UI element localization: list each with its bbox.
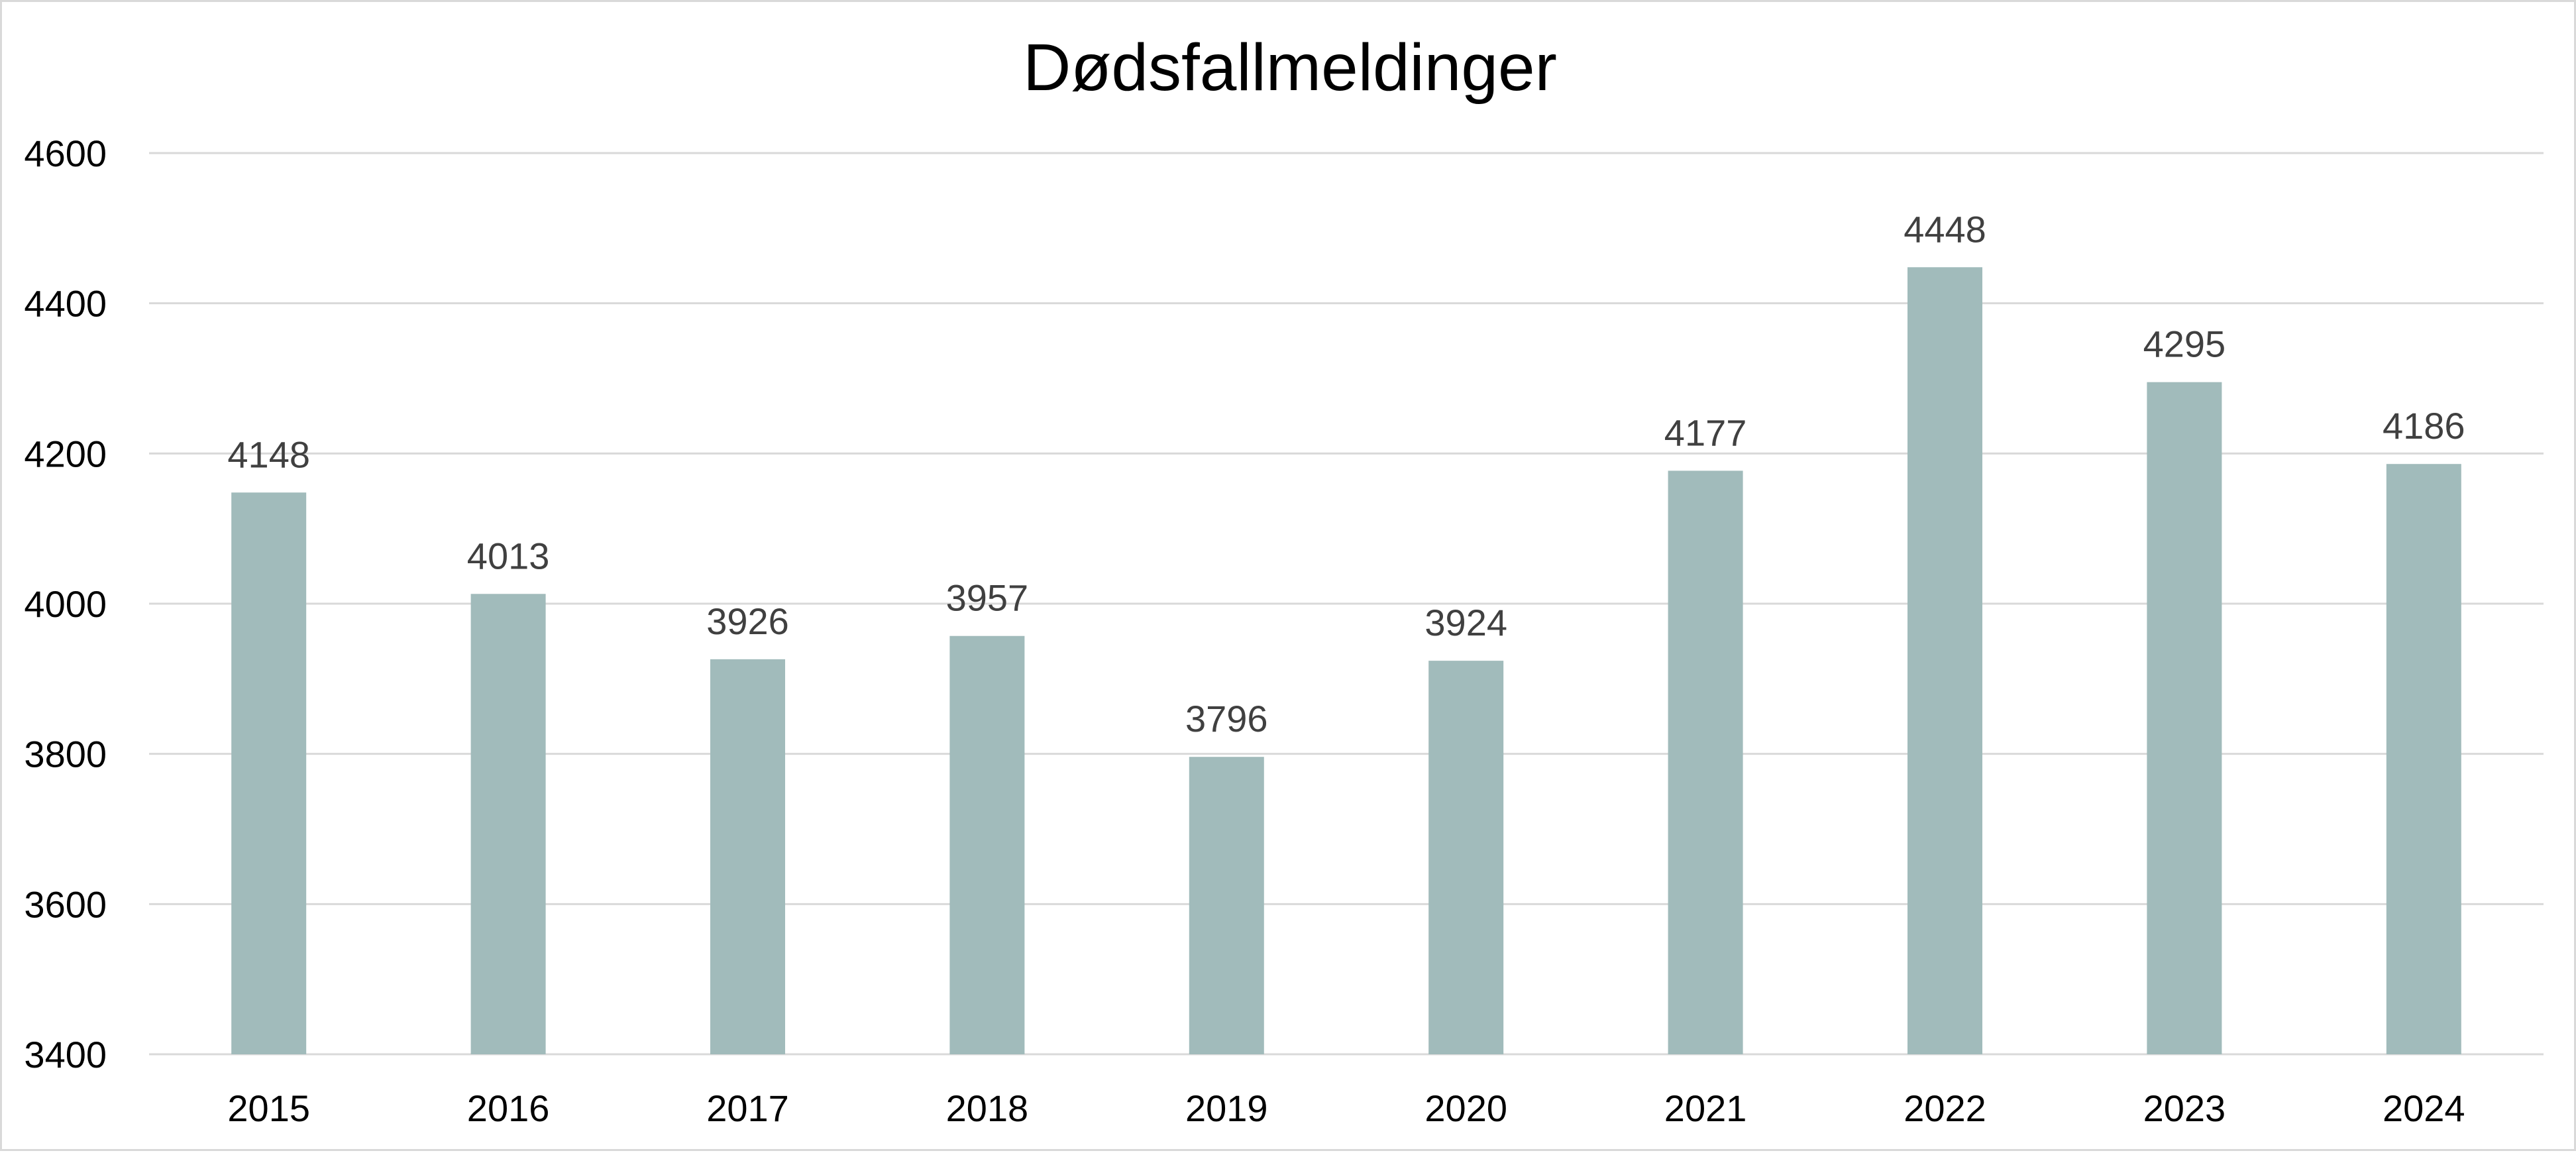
- y-tick-label: 3800: [24, 734, 107, 775]
- bar: [2147, 382, 2222, 1054]
- x-tick-label: 2018: [946, 1087, 1029, 1129]
- x-tick-label: 2015: [227, 1087, 310, 1129]
- x-tick-label: 2022: [1904, 1087, 1986, 1129]
- data-label: 4295: [2143, 323, 2226, 365]
- gridlines: [149, 152, 2544, 1056]
- bars: [231, 267, 2461, 1055]
- data-label: 4148: [227, 433, 310, 475]
- bar: [1907, 267, 1982, 1055]
- x-tick-label: 2020: [1424, 1087, 1507, 1129]
- bar: [2386, 464, 2461, 1054]
- x-tick-label: 2024: [2383, 1087, 2465, 1129]
- data-label: 4177: [1664, 412, 1747, 453]
- bar: [1668, 470, 1743, 1054]
- y-tick-label: 4200: [24, 433, 107, 474]
- data-label: 3926: [706, 600, 789, 642]
- y-axis-tick-labels: 3400 3600 3800 4000 4200 4400 4600: [24, 133, 107, 1075]
- data-label: 3957: [946, 577, 1029, 619]
- chart-title: Dødsfallmeldinger: [1023, 30, 1557, 105]
- x-tick-label: 2021: [1664, 1087, 1747, 1129]
- y-tick-label: 4600: [24, 133, 107, 174]
- data-label: 4448: [1904, 208, 1986, 250]
- y-tick-label: 4000: [24, 583, 107, 625]
- x-axis-tick-labels: 2015 2016 2017 2018 2019 2020 2021 2022 2023 2024: [227, 1087, 2465, 1129]
- bar: [710, 659, 785, 1054]
- data-label: 3796: [1185, 698, 1268, 740]
- bar: [1189, 757, 1264, 1054]
- x-tick-label: 2017: [706, 1087, 789, 1129]
- x-tick-label: 2023: [2143, 1087, 2226, 1129]
- x-tick-label: 2019: [1185, 1087, 1268, 1129]
- bar: [1428, 661, 1504, 1054]
- data-label: 4013: [467, 535, 550, 576]
- y-tick-label: 4400: [24, 283, 107, 325]
- bar: [231, 492, 307, 1054]
- y-tick-label: 3600: [24, 883, 107, 925]
- data-label: 3924: [1424, 602, 1507, 643]
- bar: [949, 635, 1025, 1054]
- y-tick-label: 3400: [24, 1034, 107, 1075]
- bar: [470, 594, 546, 1054]
- data-label: 4186: [2383, 405, 2465, 447]
- x-tick-label: 2016: [467, 1087, 550, 1129]
- data-labels: 4148 4013 3926 3957 3796 3924 4177 4448 4295 4186: [227, 208, 2465, 740]
